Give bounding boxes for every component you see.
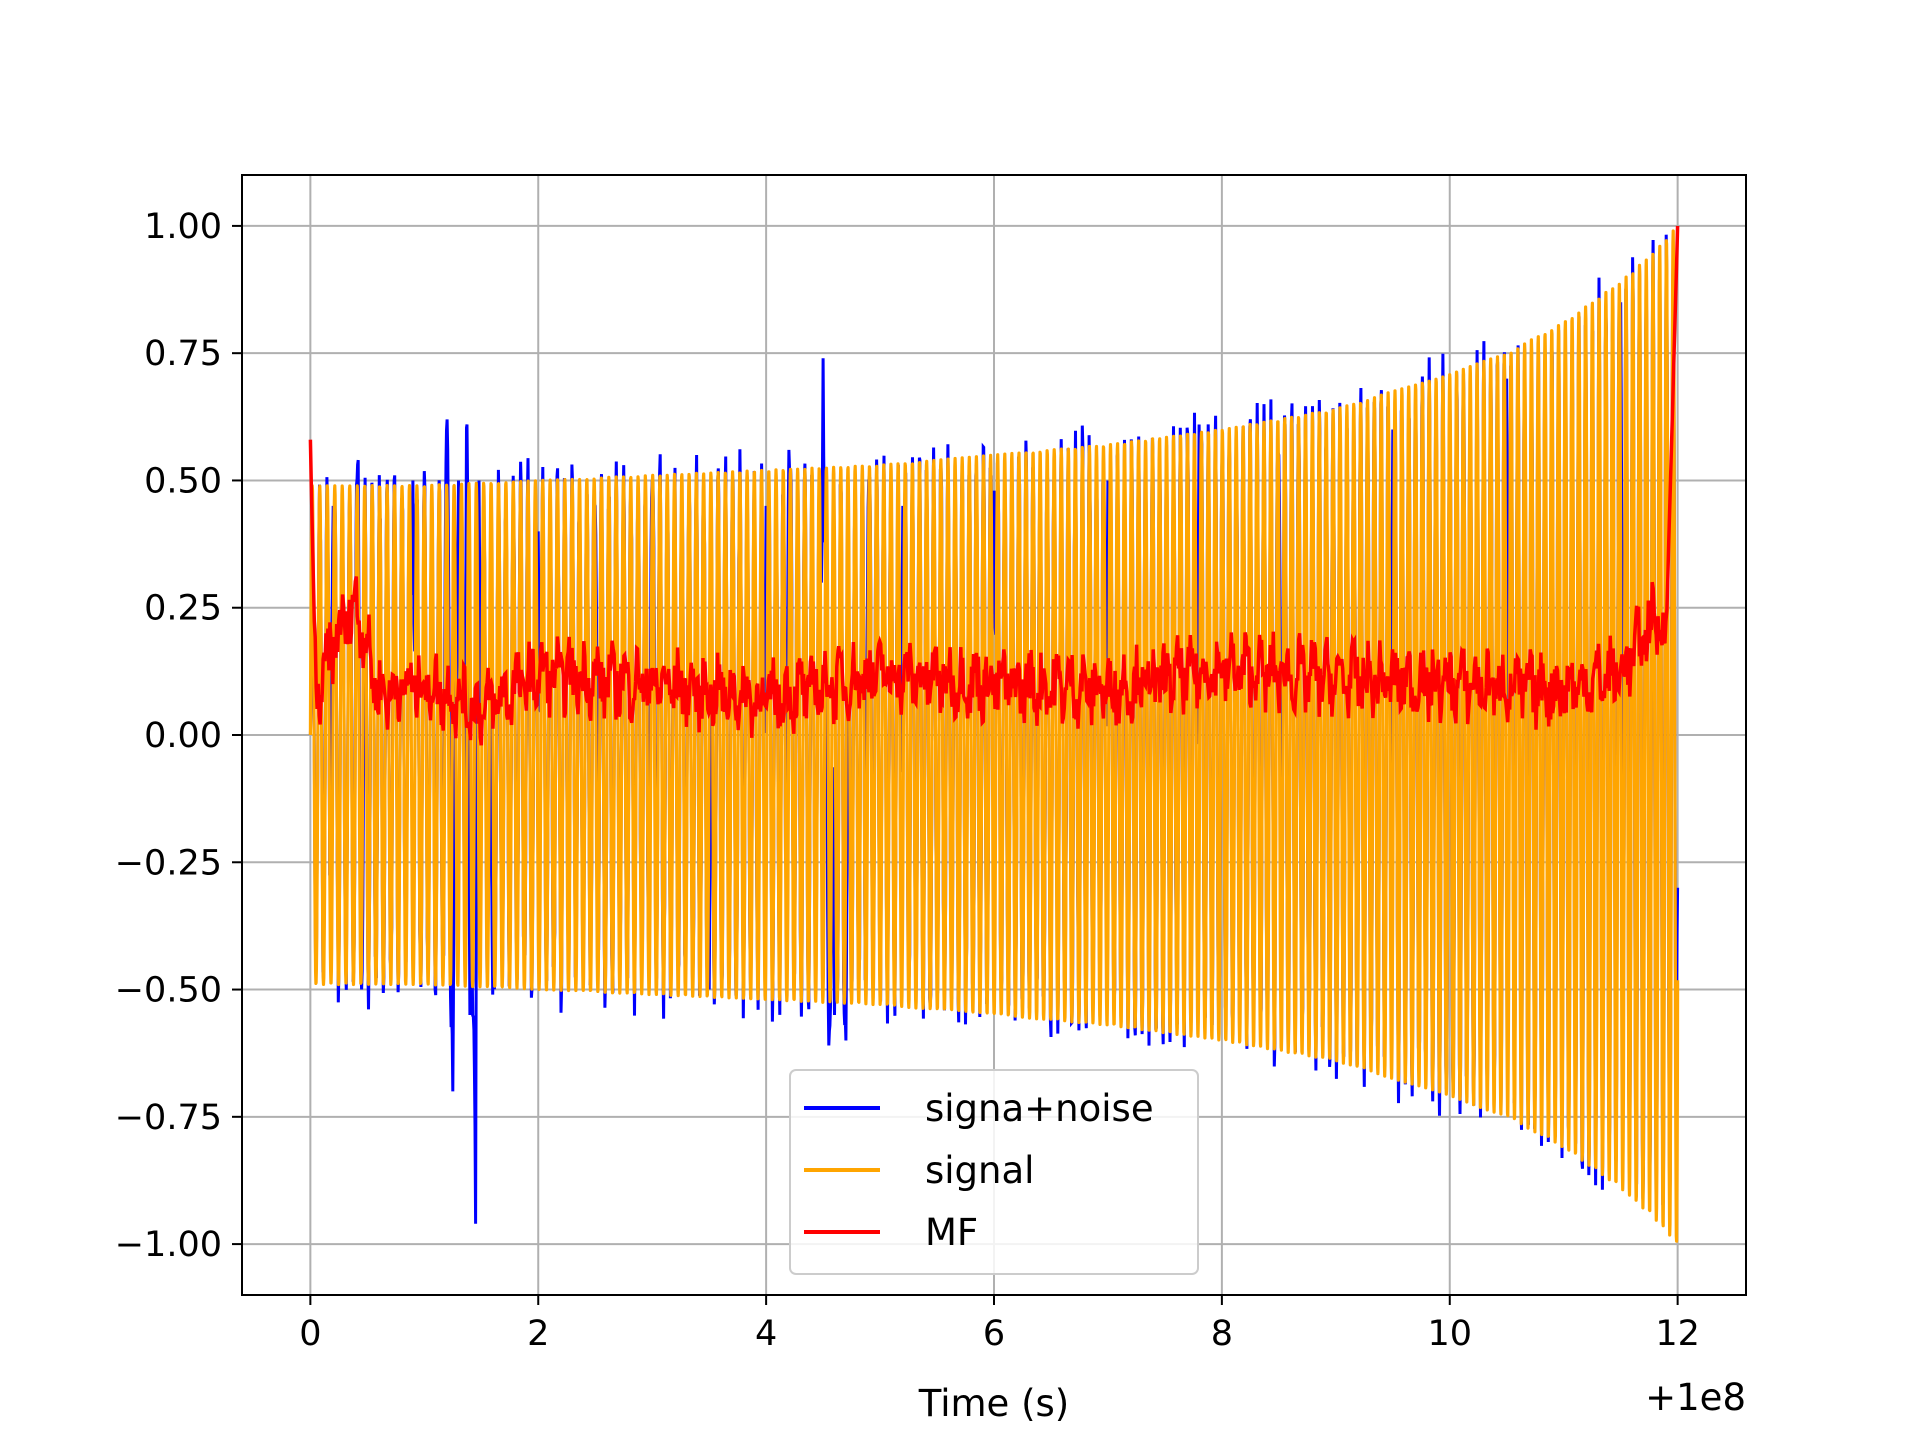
series-line-signal: [308, 229, 1680, 1243]
series-layer: [308, 225, 1680, 1243]
legend-box: [789, 1069, 1199, 1275]
x-tick-label: 2: [527, 1314, 549, 1354]
x-tick-label: 6: [983, 1314, 1005, 1354]
y-tick-label: 0.25: [144, 589, 222, 629]
y-tick-label: −0.50: [115, 971, 222, 1011]
legend-label: signa+noise: [925, 1087, 1154, 1130]
x-axis-label: Time (s): [918, 1382, 1069, 1425]
x-tick-label: 8: [1211, 1314, 1233, 1354]
x-axis-offset-text: +1e8: [1645, 1376, 1746, 1419]
y-tick-label: 1.00: [144, 207, 222, 247]
y-axis: 1.00 0.75 0.50 0.25 0.00 −0.25 −0.50 −0.75 −1.00: [115, 207, 242, 1265]
x-tick-label: 12: [1655, 1314, 1700, 1354]
x-axis: 0 2 4 6 8 10 12: [299, 1295, 1700, 1354]
x-tick-label: 0: [299, 1314, 321, 1354]
y-tick-label: 0.75: [144, 334, 222, 374]
series-line-mf: [308, 225, 1680, 746]
y-tick-label: 0.00: [144, 716, 222, 756]
x-tick-label: 4: [755, 1314, 777, 1354]
legend-label: signal: [925, 1149, 1034, 1192]
x-tick-label: 10: [1427, 1314, 1472, 1354]
y-tick-label: −0.75: [115, 1098, 222, 1138]
legend: signa+noise signal MF: [789, 1069, 1199, 1275]
y-tick-label: −1.00: [115, 1225, 222, 1265]
legend-label: MF: [925, 1211, 978, 1254]
y-tick-label: −0.25: [115, 843, 222, 883]
plot-area: [308, 225, 1680, 1243]
y-tick-label: 0.50: [144, 461, 222, 501]
